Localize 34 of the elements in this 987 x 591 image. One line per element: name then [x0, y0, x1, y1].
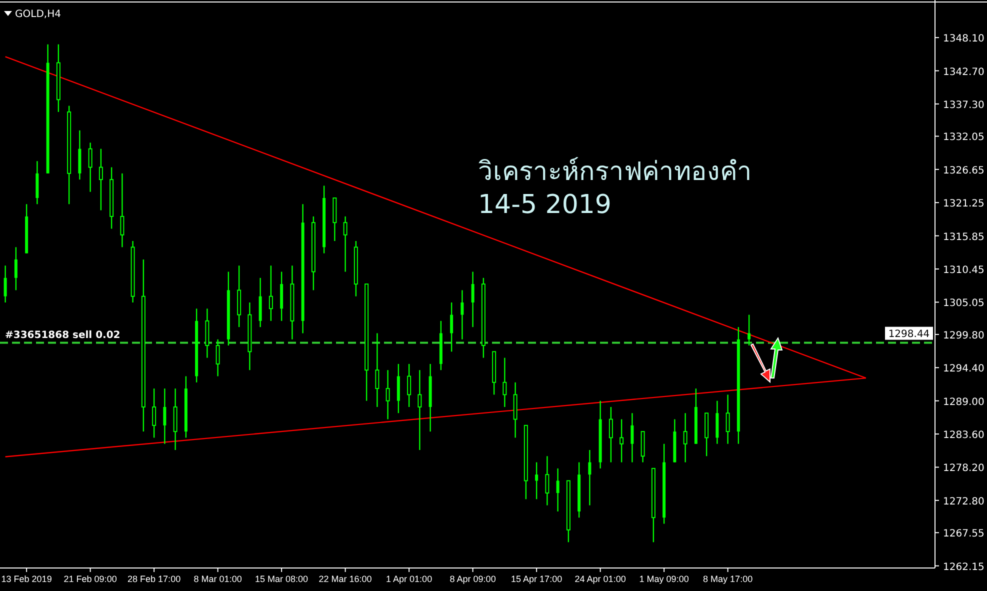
- ref-line-label: #33651868 sell 0.02: [5, 330, 120, 341]
- x-tick-label: 28 Feb 17:00: [128, 574, 181, 584]
- y-tick-label: 1326.65: [943, 165, 984, 176]
- y-tick-label: 1348.10: [943, 34, 984, 45]
- y-tick-label: 1337.30: [943, 100, 984, 111]
- y-tick-label: 1321.25: [943, 198, 984, 210]
- y-tick-label: 1278.20: [943, 463, 984, 474]
- x-tick-label: 8 Mar 01:00: [194, 574, 242, 584]
- y-tick-label: 1315.85: [943, 232, 984, 243]
- y-tick-label: 1342.70: [943, 66, 984, 78]
- y-tick-label: 1332.05: [943, 132, 984, 144]
- y-tick-label: 1305.05: [943, 298, 984, 310]
- annotation: วิเคราะห์กราฟค่าทองคำ: [478, 157, 752, 187]
- y-tick-label: 1272.80: [943, 496, 984, 508]
- x-tick-label: 15 Mar 08:00: [255, 574, 308, 584]
- x-tick-label: 24 Apr 01:00: [574, 574, 626, 584]
- x-tick-label: 15 Apr 17:00: [511, 574, 562, 584]
- y-tick-label: 1289.00: [943, 396, 984, 408]
- x-tick-label: 8 May 17:00: [703, 574, 753, 584]
- annotation: 14-5 2019: [478, 190, 612, 220]
- y-tick-label: 1283.60: [943, 430, 984, 442]
- y-tick-label: 1262.15: [943, 562, 984, 573]
- x-tick-label: 21 Feb 09:00: [64, 574, 117, 584]
- x-tick-label: 1 Apr 01:00: [386, 574, 432, 584]
- x-tick-label: 22 Mar 16:00: [318, 574, 372, 584]
- chart-title: GOLD,H4: [15, 9, 61, 20]
- x-tick-label: 1 May 09:00: [639, 574, 689, 584]
- y-tick-label: 1267.55: [943, 528, 984, 540]
- y-tick-label: 1299.80: [943, 330, 984, 342]
- annotation: 1298.44: [888, 328, 930, 340]
- x-tick-label: 13 Feb 2019: [1, 574, 52, 584]
- x-tick-label: 8 Apr 09:00: [450, 574, 496, 584]
- y-tick-label: 1310.45: [943, 264, 984, 276]
- y-tick-label: 1294.40: [943, 364, 984, 375]
